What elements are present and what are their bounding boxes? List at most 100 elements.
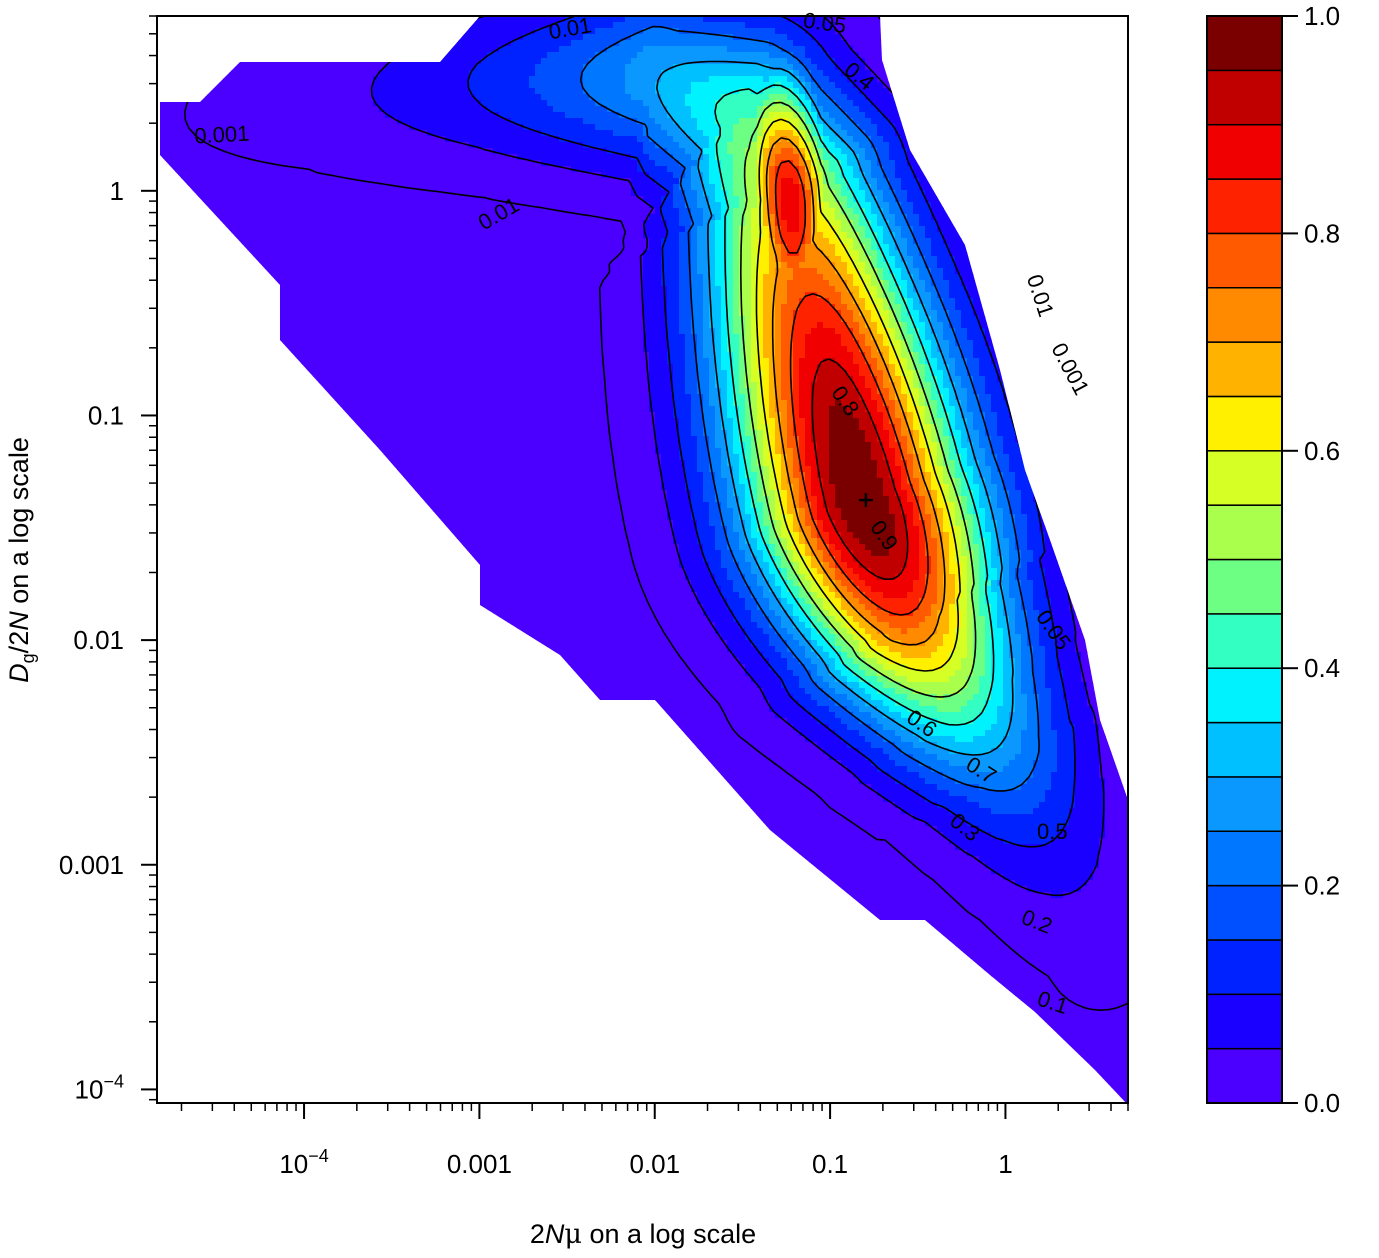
contour-band-cell — [733, 118, 740, 125]
contour-band-cell — [313, 58, 320, 65]
contour-band-cell — [799, 34, 806, 41]
contour-band-cell — [1063, 64, 1070, 71]
contour-band-cell — [805, 130, 812, 137]
contour-band-cell — [775, 40, 782, 47]
contour-band-cell — [1003, 64, 1010, 71]
contour-band-cell — [283, 58, 290, 65]
contour-band-cell — [229, 82, 236, 89]
contour-band-cell — [565, 118, 572, 125]
contour-band-cell — [955, 70, 962, 77]
contour-band-cell — [655, 154, 662, 161]
contour-band-cell — [823, 148, 830, 155]
contour-band-cell — [223, 82, 230, 89]
contour-band-cell — [661, 94, 668, 101]
contour-band-cell — [445, 106, 452, 113]
contour-band-cell — [1117, 70, 1124, 77]
contour-band-cell — [913, 34, 920, 41]
contour-band-cell — [799, 88, 806, 95]
contour-band-cell — [1015, 154, 1022, 161]
contour-band-cell — [463, 94, 470, 101]
contour-band-cell — [1039, 112, 1046, 119]
contour-band-cell — [445, 166, 452, 173]
contour-band-cell — [679, 166, 686, 173]
contour-band-cell — [625, 106, 632, 113]
contour-band-cell — [613, 28, 620, 35]
contour-band-cell — [439, 64, 446, 71]
contour-band-cell — [247, 28, 254, 35]
contour-band-cell — [943, 172, 950, 179]
contour-band-cell — [1111, 106, 1118, 113]
contour-band-cell — [925, 46, 932, 53]
contour-band-cell — [469, 58, 476, 65]
contour-band-cell — [259, 52, 266, 59]
contour-band-cell — [793, 148, 800, 155]
contour-band-cell — [619, 82, 626, 89]
contour-band-cell — [1093, 100, 1100, 107]
contour-band-cell — [1063, 124, 1070, 131]
contour-band-cell — [427, 160, 434, 167]
contour-band-cell — [871, 22, 878, 29]
contour-band-cell — [1057, 52, 1064, 59]
contour-band-cell — [895, 136, 902, 143]
contour-band-cell — [787, 196, 794, 203]
contour-band-cell — [925, 64, 932, 71]
contour-band-cell — [241, 196, 248, 203]
contour-band-cell — [1087, 124, 1094, 131]
contour-band-cell — [727, 190, 734, 197]
contour-band-cell — [925, 40, 932, 47]
contour-band-cell — [697, 52, 704, 59]
contour-band-cell — [1057, 28, 1064, 35]
contour-band-cell — [577, 196, 584, 203]
contour-band-cell — [385, 172, 392, 179]
contour-band-cell — [781, 64, 788, 71]
contour-band-cell — [643, 166, 650, 173]
contour-band-cell — [835, 112, 842, 119]
contour-band-cell — [841, 184, 848, 191]
contour-band-cell — [949, 136, 956, 143]
contour-band-cell — [901, 34, 908, 41]
contour-band-cell — [907, 34, 914, 41]
contour-band-cell — [805, 160, 812, 167]
contour-band-cell — [985, 124, 992, 131]
contour-band-cell — [781, 148, 788, 155]
contour-band-cell — [1003, 184, 1010, 191]
contour-band-cell — [541, 52, 548, 59]
contour-band-cell — [325, 34, 332, 41]
contour-band-cell — [883, 34, 890, 41]
contour-band-cell — [607, 112, 614, 119]
contour-band-cell — [997, 124, 1004, 131]
contour-band-cell — [247, 136, 254, 143]
contour-band-cell — [439, 160, 446, 167]
contour-band-cell — [511, 112, 518, 119]
contour-band-cell — [889, 166, 896, 173]
contour-band-cell — [625, 166, 632, 173]
contour-band-cell — [583, 58, 590, 65]
contour-band-cell — [1069, 28, 1076, 35]
contour-band-cell — [409, 52, 416, 59]
contour-band-cell — [673, 178, 680, 185]
contour-band-cell — [1021, 28, 1028, 35]
contour-band-cell — [355, 148, 362, 155]
contour-band-cell — [211, 130, 218, 137]
contour-band-cell — [883, 58, 890, 65]
contour-band-cell — [373, 136, 380, 143]
contour-band-cell — [1069, 184, 1076, 191]
contour-band-cell — [1105, 136, 1112, 143]
contour-band-cell — [487, 40, 494, 47]
contour-band-cell — [637, 166, 644, 173]
contour-band-cell — [943, 34, 950, 41]
contour-band-cell — [1057, 40, 1064, 47]
contour-band-cell — [667, 190, 674, 197]
contour-band-cell — [373, 148, 380, 155]
contour-band-cell — [793, 154, 800, 161]
contour-band-cell — [1099, 172, 1106, 179]
contour-band-cell — [865, 100, 872, 107]
contour-band-cell — [967, 130, 974, 137]
contour-band-cell — [955, 190, 962, 197]
contour-band-cell — [1033, 82, 1040, 89]
contour-band-cell — [493, 88, 500, 95]
contour-band-cell — [463, 64, 470, 71]
contour-band-cell — [859, 28, 866, 35]
contour-band-cell — [475, 106, 482, 113]
contour-band-cell — [901, 172, 908, 179]
